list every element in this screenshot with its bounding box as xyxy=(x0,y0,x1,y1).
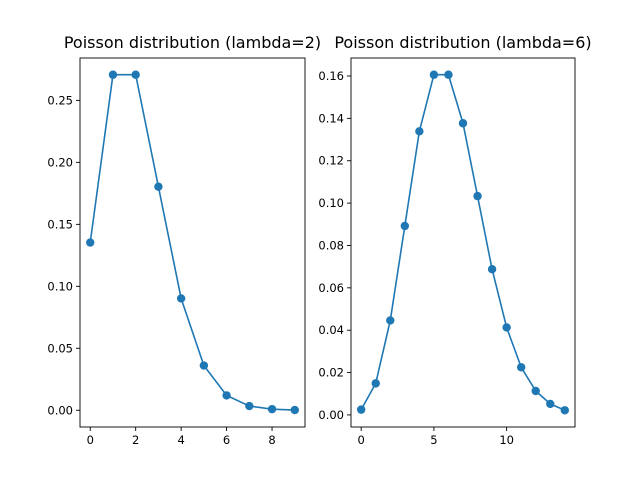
x-tick-label: 4 xyxy=(177,433,184,447)
x-tick-label: 6 xyxy=(223,433,230,447)
axes-frame xyxy=(350,57,576,428)
data-point xyxy=(267,404,277,414)
y-tick-label: 0.00 xyxy=(47,403,73,417)
data-point xyxy=(546,399,555,409)
data-point xyxy=(245,401,254,411)
y-tick-label: 0.04 xyxy=(318,323,344,337)
data-point xyxy=(108,70,118,79)
y-tick-label: 0.10 xyxy=(47,279,73,293)
y-tick-label: 0.12 xyxy=(318,154,344,168)
x-tick-label: 2 xyxy=(132,433,139,447)
x-tick-label: 10 xyxy=(499,433,514,447)
data-point xyxy=(222,391,231,400)
y-tick-label: 0.16 xyxy=(318,69,344,83)
x-tick-label: 0 xyxy=(358,433,365,447)
data-point xyxy=(415,127,424,136)
y-tick-label: 0.25 xyxy=(47,93,73,107)
data-point xyxy=(176,294,186,303)
data-point xyxy=(154,182,163,191)
data-point xyxy=(429,70,439,79)
series-line xyxy=(89,73,295,411)
y-tick-label: 0.08 xyxy=(318,238,344,252)
data-point xyxy=(386,316,395,325)
subplot-lambda-6: Poisson distribution (lambda=6) 0 5 10 0.00… xyxy=(318,33,591,447)
data-point xyxy=(86,238,95,247)
data-point xyxy=(487,264,497,274)
data-point xyxy=(371,379,380,388)
data-point xyxy=(502,323,511,332)
y-tick-label: 0.00 xyxy=(318,408,344,422)
data-point xyxy=(356,405,366,414)
data-point xyxy=(458,119,468,128)
data-point xyxy=(444,70,453,79)
y-tick-label: 0.14 xyxy=(318,111,344,125)
subplot-title: Poisson distribution (lambda=6) xyxy=(334,33,591,52)
axes-frame xyxy=(79,57,306,428)
y-tick-label: 0.02 xyxy=(318,366,344,380)
y-tick-label: 0.10 xyxy=(318,196,344,210)
data-point xyxy=(516,363,526,372)
x-tick-label: 8 xyxy=(268,433,275,447)
y-tick-label: 0.20 xyxy=(47,155,73,169)
y-tick-label: 0.06 xyxy=(318,281,344,295)
subplot-title: Poisson distribution (lambda=2) xyxy=(64,33,321,52)
data-point xyxy=(131,70,140,79)
data-point xyxy=(199,361,209,370)
x-tick-label: 0 xyxy=(87,433,94,447)
data-point xyxy=(290,405,299,415)
y-tick-label: 0.15 xyxy=(47,217,73,231)
data-point xyxy=(531,386,540,396)
data-point xyxy=(473,191,482,201)
y-tick-label: 0.05 xyxy=(47,341,73,355)
x-tick-label: 5 xyxy=(430,433,437,447)
data-point xyxy=(560,406,570,415)
subplot-lambda-2: Poisson distribution (lambda=2) 0 2 4 6 8 0.0… xyxy=(47,33,321,447)
data-point xyxy=(400,221,410,231)
